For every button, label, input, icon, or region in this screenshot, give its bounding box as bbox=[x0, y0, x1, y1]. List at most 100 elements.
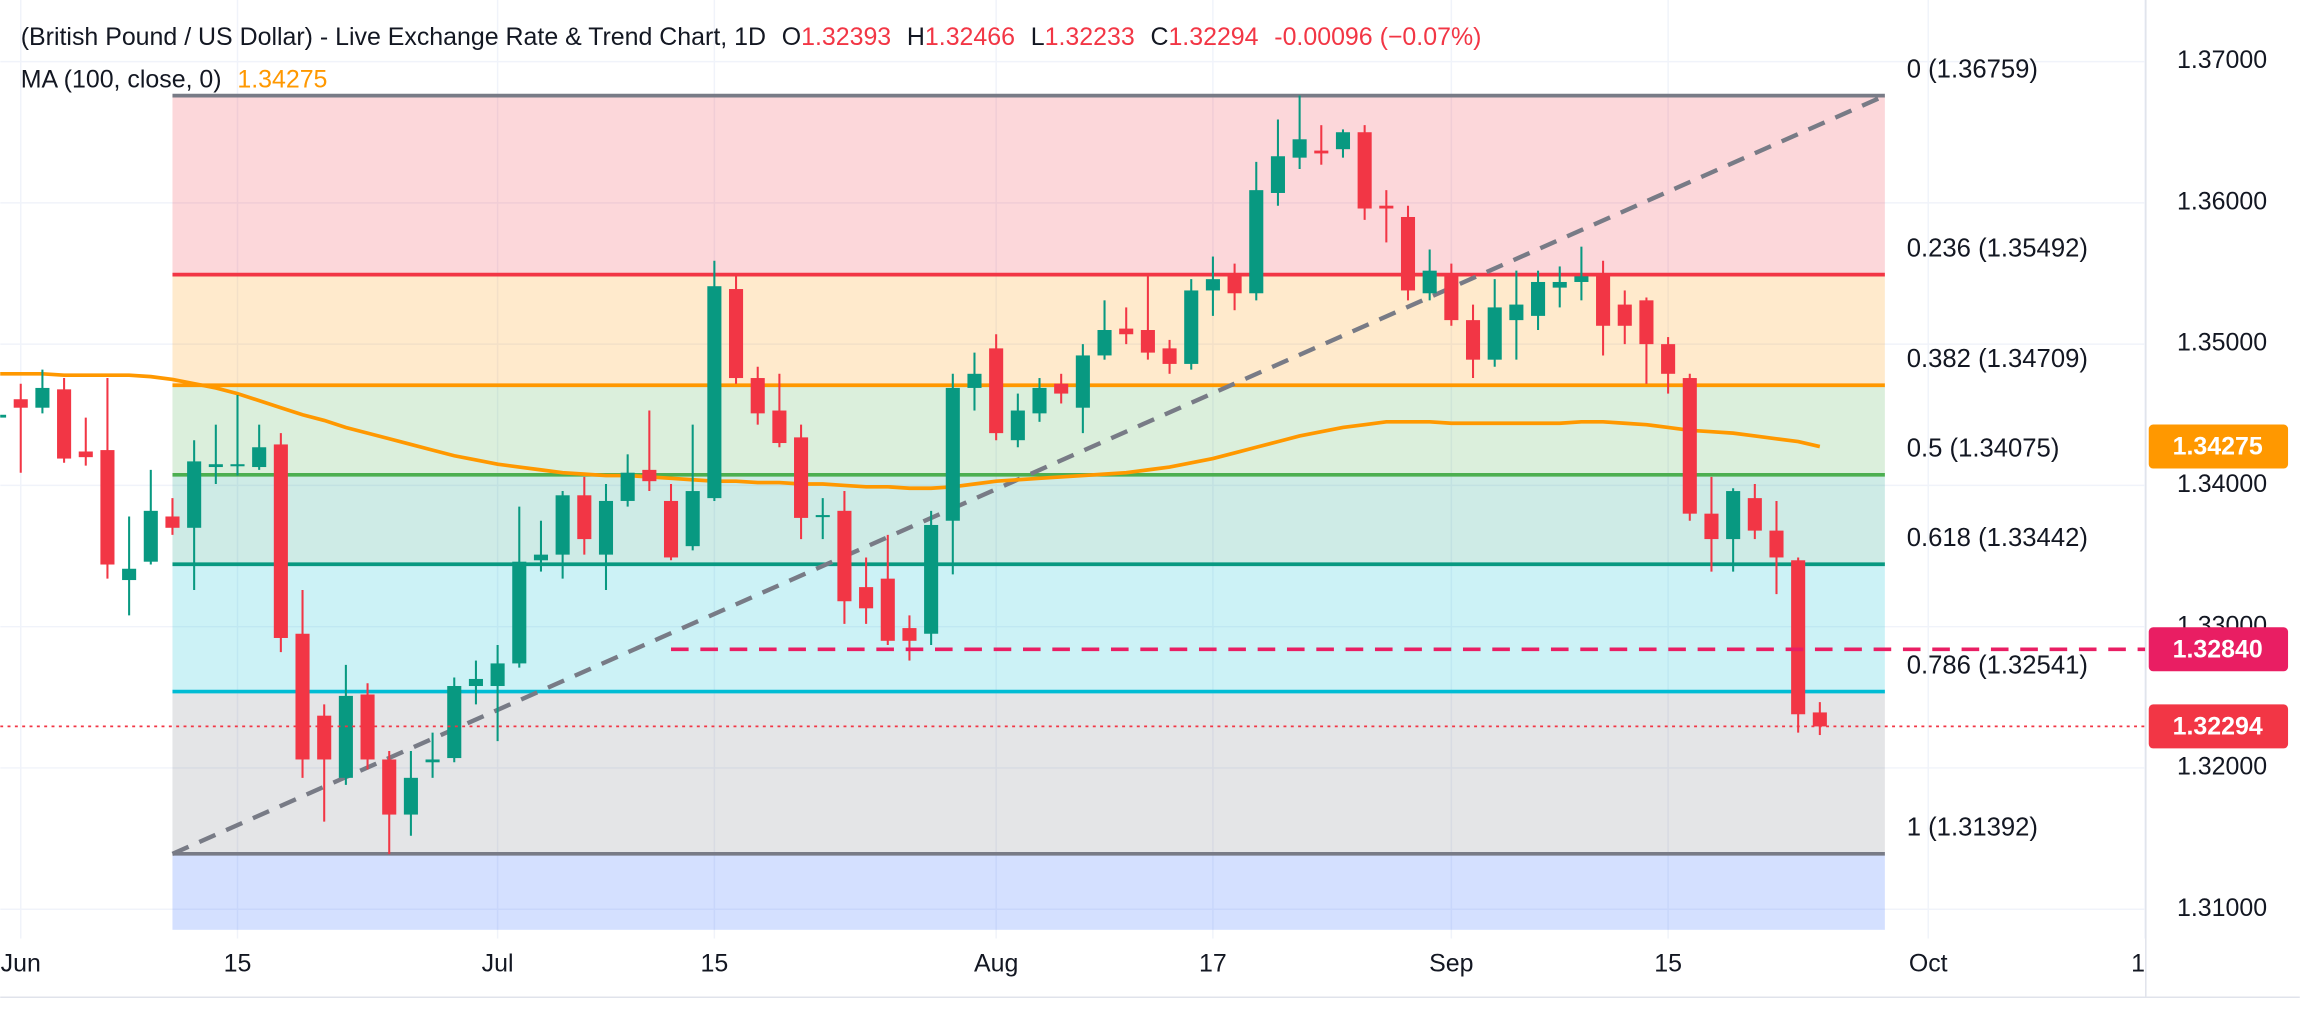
candle-body bbox=[1704, 513, 1719, 540]
candle-body bbox=[533, 554, 549, 561]
x-tick-label: 15 bbox=[1654, 950, 1682, 978]
candle-body bbox=[1270, 156, 1285, 193]
fib-zone bbox=[172, 385, 1885, 475]
y-tick-label: 1.31000 bbox=[2177, 894, 2267, 922]
fib-zone bbox=[172, 691, 1885, 854]
candle-body bbox=[1574, 276, 1589, 282]
x-tick-label: Aug bbox=[974, 950, 1018, 978]
candle-body bbox=[1444, 276, 1459, 321]
candle-body bbox=[512, 561, 527, 664]
low-value: 1.32233 bbox=[1045, 23, 1135, 51]
ma-value: 1.34275 bbox=[237, 65, 327, 93]
candle-body bbox=[1465, 320, 1481, 360]
candle-body bbox=[382, 759, 397, 815]
candle-body bbox=[1314, 150, 1329, 154]
fib-zone bbox=[172, 474, 1885, 565]
candle-body bbox=[1119, 328, 1134, 335]
candle-body bbox=[989, 348, 1004, 434]
candle-body bbox=[815, 515, 830, 518]
candle-body bbox=[143, 510, 158, 562]
x-tick-label: Jun bbox=[1, 950, 41, 978]
candle-body bbox=[598, 500, 614, 555]
candle-body bbox=[1054, 383, 1069, 394]
price-badge-label: 1.32294 bbox=[2173, 712, 2263, 740]
candle-body bbox=[837, 510, 852, 602]
candle-body bbox=[1769, 530, 1784, 558]
candle-body bbox=[0, 414, 7, 418]
y-tick-label: 1.32000 bbox=[2177, 753, 2267, 781]
y-tick-label: 1.35000 bbox=[2177, 329, 2267, 357]
candle-body bbox=[208, 464, 223, 468]
candle-body bbox=[317, 715, 332, 760]
x-tick-label: Jul bbox=[482, 950, 514, 978]
ma-badge-label: 1.34275 bbox=[2173, 433, 2263, 461]
candle-body bbox=[772, 410, 787, 444]
fib-level-label: 0 (1.36759) bbox=[1907, 55, 2038, 83]
candle-body bbox=[967, 373, 982, 388]
candle-body bbox=[859, 587, 874, 609]
candle-body bbox=[1162, 348, 1177, 364]
candle-body bbox=[1552, 281, 1567, 288]
candle-body bbox=[1791, 560, 1806, 715]
price-badge bbox=[2148, 704, 2289, 749]
candle-body bbox=[100, 450, 115, 565]
candle-body bbox=[1032, 387, 1047, 414]
candle-body bbox=[403, 777, 418, 815]
candle-body bbox=[295, 633, 310, 760]
title: (British Pound / US Dollar) - Live Excha… bbox=[21, 23, 766, 51]
candle-body bbox=[1205, 279, 1220, 291]
candle-body bbox=[729, 289, 744, 379]
fib-level-label: 0.618 (1.33442) bbox=[1907, 524, 2088, 552]
fib-level-label: 0.786 (1.32541) bbox=[1907, 651, 2088, 679]
ma-badge bbox=[2148, 424, 2289, 469]
trend-line bbox=[171, 93, 1886, 856]
candle-body bbox=[230, 464, 245, 467]
y-tick-label: 1.36000 bbox=[2177, 187, 2267, 215]
candle-body bbox=[1531, 281, 1546, 316]
fib-zone bbox=[172, 853, 1885, 930]
x-tick-label: 15 bbox=[2131, 950, 2159, 978]
candles bbox=[0, 95, 1827, 855]
candle-body bbox=[490, 663, 505, 687]
fib-zone bbox=[172, 274, 1885, 386]
candle-body bbox=[273, 444, 288, 638]
candle-body bbox=[252, 447, 267, 468]
candle-body bbox=[1227, 274, 1242, 294]
candle-body bbox=[1357, 132, 1372, 209]
fib-level-label: 0.5 (1.34075) bbox=[1907, 435, 2060, 463]
ohlc-key: C bbox=[1150, 23, 1168, 51]
candle-body bbox=[642, 469, 657, 482]
candle-body bbox=[35, 387, 50, 408]
candle-body bbox=[1010, 410, 1025, 441]
candle-body bbox=[1682, 378, 1697, 514]
candle-body bbox=[187, 461, 202, 528]
candle-body bbox=[1596, 276, 1611, 326]
x-tick-label: 15 bbox=[224, 950, 252, 978]
candle-body bbox=[577, 495, 592, 540]
x-tick-label: Oct bbox=[1909, 950, 1948, 978]
candle-body bbox=[1487, 307, 1502, 360]
candle-body bbox=[1379, 205, 1394, 209]
candle-body bbox=[1661, 344, 1676, 374]
high-value: 1.32466 bbox=[925, 23, 1015, 51]
candle-body bbox=[1509, 304, 1524, 321]
x-tick-label: 17 bbox=[1199, 950, 1227, 978]
candle-body bbox=[794, 437, 809, 518]
candle-body bbox=[1617, 304, 1632, 326]
fib-level-label: 0.382 (1.34709) bbox=[1907, 345, 2088, 373]
candle-body bbox=[945, 387, 960, 521]
y-tick-label: 1.34000 bbox=[2177, 470, 2267, 498]
candle-body bbox=[1292, 139, 1307, 158]
candle-body bbox=[1249, 190, 1264, 294]
candle-body bbox=[880, 578, 895, 641]
x-axis: Jun 15 Jul 15 Aug 17 Sep 15 Oct 15 bbox=[1, 950, 2159, 978]
x-tick-label: 15 bbox=[701, 950, 729, 978]
candle-body bbox=[924, 524, 939, 634]
ohlc-key: L bbox=[1031, 23, 1045, 51]
ma-header: MA (100, close, 0) 1.34275 bbox=[21, 65, 328, 93]
open-value: 1.32393 bbox=[801, 23, 891, 51]
ma-line bbox=[0, 371, 1821, 491]
close-value: 1.32294 bbox=[1168, 23, 1258, 51]
candle-body bbox=[750, 378, 765, 414]
